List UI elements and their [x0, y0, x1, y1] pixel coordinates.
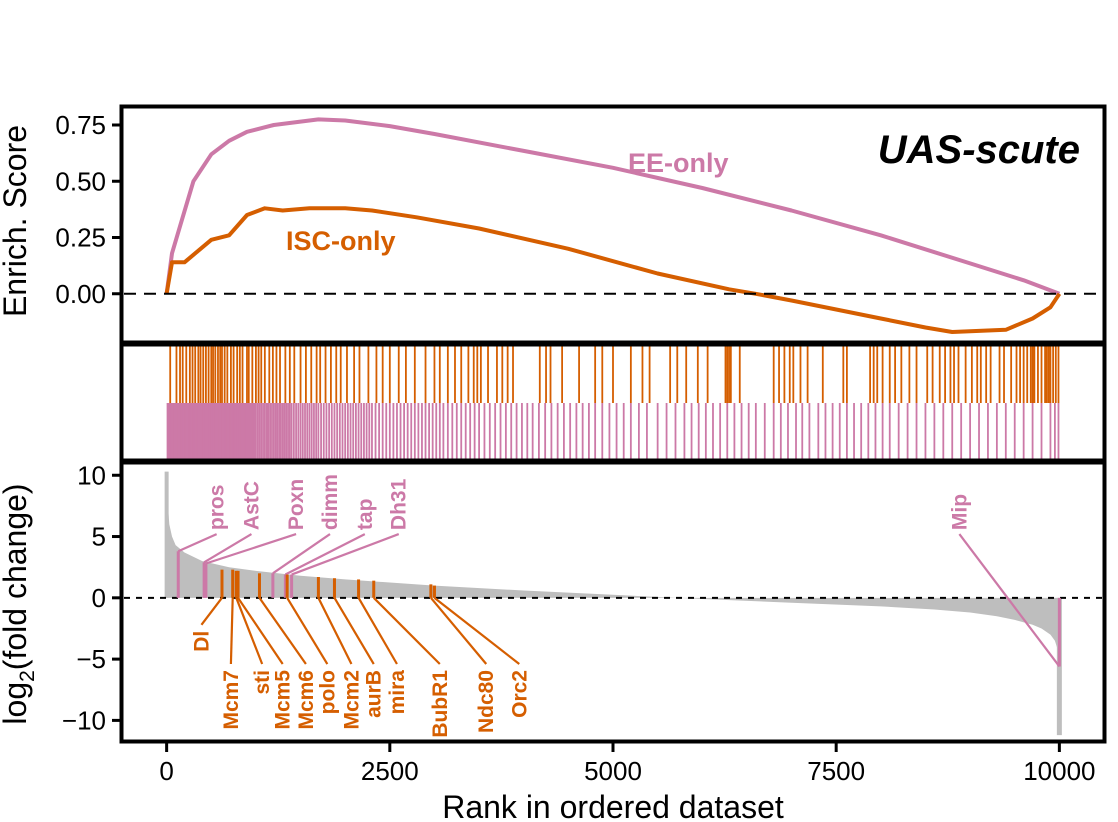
fold-change-y-tick-label: 10	[77, 460, 106, 490]
gene-label-polo: polo	[316, 670, 339, 714]
gene-label-mcm7: Mcm7	[220, 670, 243, 730]
fold-change-area	[166, 471, 1060, 736]
gene-label-mira: mira	[386, 670, 409, 715]
fold-change-y-tick-label: −5	[76, 644, 106, 674]
gene-connector-mip	[958, 533, 1061, 668]
x-tick-label: 7500	[807, 756, 865, 786]
fold-change-ylabel-base: 2	[16, 670, 39, 682]
gene-connector-mira	[357, 597, 398, 665]
gene-label-dl: Dl	[190, 631, 213, 652]
fold-change-y-tick-label: 0	[92, 583, 106, 613]
series-line-ee-only	[164, 117, 1061, 296]
gene-connector-pros	[177, 533, 218, 553]
gene-label-ndc80: Ndc80	[475, 670, 498, 733]
enrichment-y-axis-label: Enrich. Score	[0, 125, 33, 317]
gene-label-dh31: Dh31	[388, 478, 411, 530]
gene-label-dimm: dimm	[319, 474, 342, 530]
x-tick-label: 5000	[584, 756, 642, 786]
gene-label-orc2: Orc2	[508, 670, 531, 718]
gene-connector-poxn	[205, 533, 297, 565]
gene-label-astc: AstC	[240, 481, 263, 530]
gene-connector-dl	[200, 597, 223, 626]
gene-label-pros: pros	[206, 485, 229, 531]
gene-connector-mcm7	[229, 597, 234, 665]
fold-change-y-tick-label: 5	[92, 522, 106, 552]
enrichment-y-tick-label: 0.50	[55, 166, 106, 196]
gene-label-bubr1: BubR1	[429, 670, 452, 738]
gene-connector-aurb	[333, 597, 375, 665]
x-tick-label: 10000	[1023, 756, 1095, 786]
gene-connector-ndc80	[430, 597, 488, 665]
gene-connector-dh31	[291, 533, 400, 576]
x-tick-label: 2500	[361, 756, 419, 786]
gene-label-tap: tap	[354, 499, 377, 531]
enrichment-y-tick-label: 0.75	[55, 110, 106, 140]
gene-connector-bubr1	[372, 597, 441, 665]
gene-label-mcm2: Mcm2	[340, 670, 363, 730]
x-axis-label: Rank in ordered dataset	[442, 789, 784, 822]
fold-change-y-axis-label: log2(fold change)	[0, 483, 39, 724]
gene-connector-mcm5	[237, 597, 284, 665]
fold-change-panel-frame	[119, 460, 1107, 744]
gene-connector-astc	[203, 533, 253, 564]
gene-connector-polo	[286, 597, 329, 665]
gene-label-poxn: Poxn	[285, 479, 308, 530]
gene-connector-mcm6	[258, 597, 307, 665]
gene-label-mip: Mip	[948, 494, 971, 530]
enrichment-y-tick-label: 0.00	[55, 279, 106, 309]
gene-connector-mcm2	[317, 597, 353, 665]
gene-label-mcm5: Mcm5	[272, 670, 295, 730]
gene-connector-tap	[284, 533, 366, 576]
chart-title: UAS-scute	[878, 128, 1080, 172]
fold-change-ylabel-rest: (fold change)	[0, 483, 33, 670]
gene-connector-sti	[235, 597, 264, 665]
ee-only-series-label: EE-only	[628, 148, 729, 178]
x-tick-label: 0	[159, 756, 173, 786]
enrichment-score-panel: EE-only ISC-only UAS-scute 0.75 0.50 0.25 0…	[0, 110, 1102, 334]
series-line-isc-only	[164, 206, 1062, 334]
gene-connector-orc2	[433, 596, 520, 665]
gene-connector-dimm	[272, 533, 331, 575]
gene-label-sti: sti	[251, 670, 274, 695]
gene-label-aurb: aurB	[363, 670, 386, 718]
enrichment-y-tick-label: 0.25	[55, 223, 106, 253]
fold-change-ylabel-log: log	[0, 682, 33, 725]
gene-label-mcm6: Mcm6	[295, 670, 318, 730]
gene-hit-rug-panel	[166, 345, 1060, 459]
fold-change-y-tick-label: −10	[62, 705, 106, 735]
isc-only-series-label: ISC-only	[286, 226, 396, 256]
